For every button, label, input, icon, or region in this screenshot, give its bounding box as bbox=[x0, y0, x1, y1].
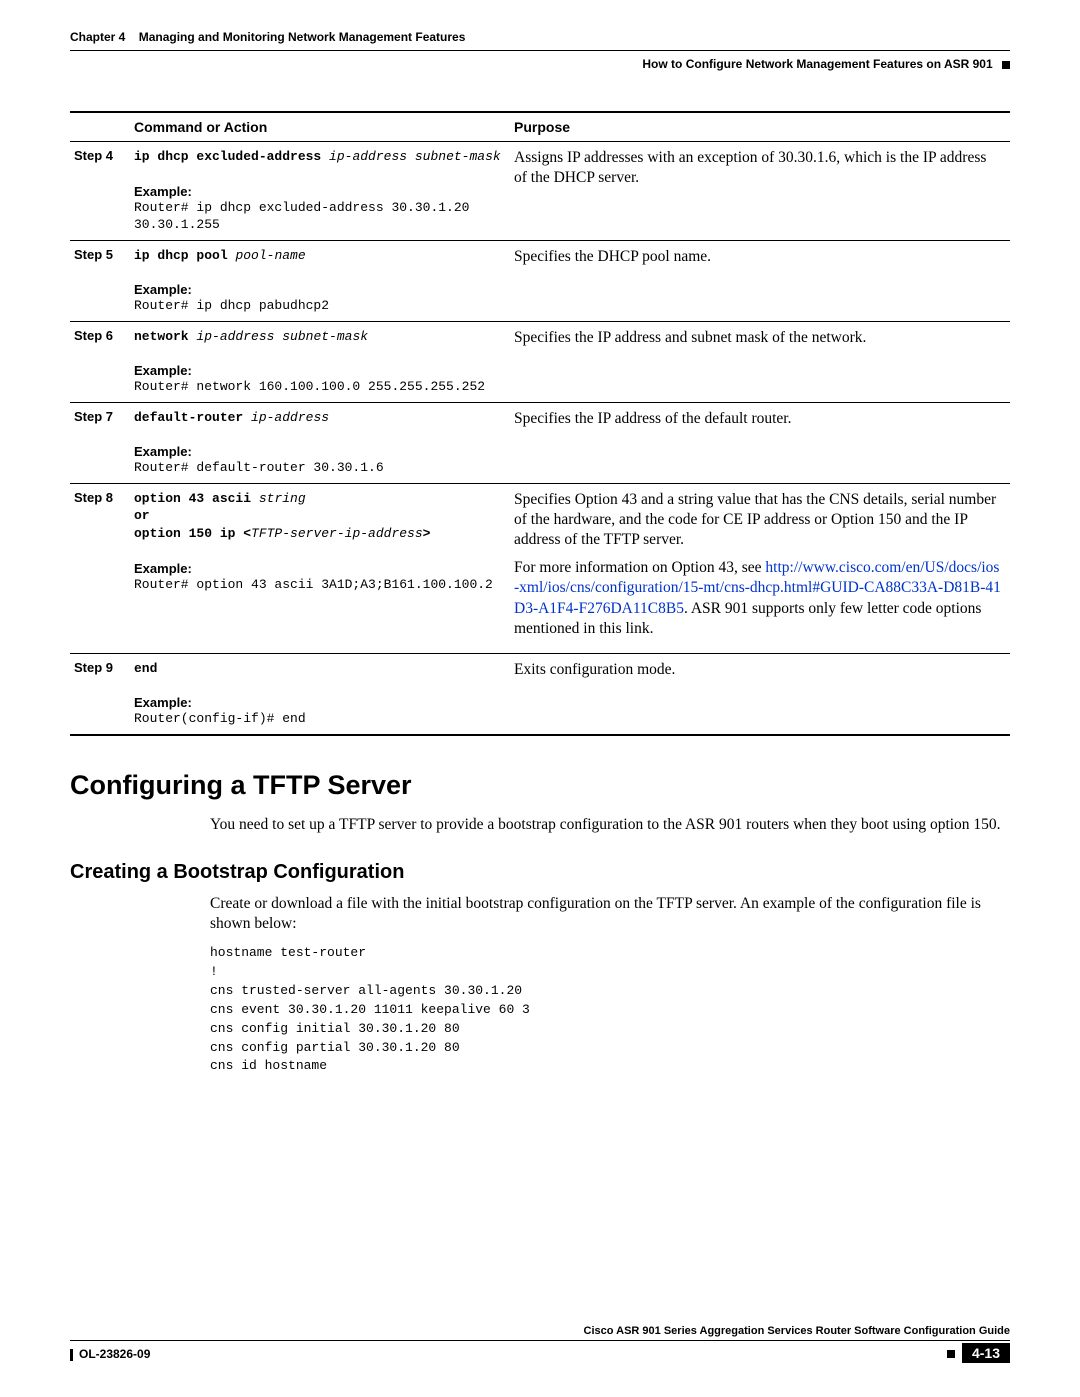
purpose-cell: Exits configuration mode. bbox=[510, 653, 1010, 735]
step-label: Step 8 bbox=[70, 483, 130, 653]
command-cell: network ip-address subnet-mask Example: … bbox=[130, 321, 510, 402]
table-row: Step 4 ip dhcp excluded-address ip-addre… bbox=[70, 142, 1010, 241]
example-label: Example: bbox=[134, 363, 502, 378]
cmd-keyword: end bbox=[134, 661, 157, 676]
command-syntax: option 43 ascii string or option 150 ip … bbox=[134, 490, 502, 543]
config-code-block: hostname test-router ! cns trusted-serve… bbox=[210, 944, 1010, 1076]
command-cell: option 43 ascii string or option 150 ip … bbox=[130, 483, 510, 653]
step-label: Step 9 bbox=[70, 653, 130, 735]
purpose-cell: Specifies the IP address of the default … bbox=[510, 402, 1010, 483]
col-purpose-header: Purpose bbox=[510, 112, 1010, 142]
cmd-keyword: default-router bbox=[134, 410, 243, 425]
chapter-title: Managing and Monitoring Network Manageme… bbox=[139, 30, 466, 44]
breadcrumb-text: How to Configure Network Management Feat… bbox=[642, 57, 992, 71]
example-text: Router# default-router 30.30.1.6 bbox=[134, 459, 502, 477]
command-syntax: end bbox=[134, 660, 502, 678]
table-row: Step 8 option 43 ascii string or option … bbox=[70, 483, 1010, 653]
step-label: Step 6 bbox=[70, 321, 130, 402]
table-row: Step 5 ip dhcp pool pool-name Example: R… bbox=[70, 240, 1010, 321]
cmd-keyword: option 43 ascii bbox=[134, 491, 251, 506]
table-row: Step 9 end Example: Router(config-if)# e… bbox=[70, 653, 1010, 735]
table-row: Step 7 default-router ip-address Example… bbox=[70, 402, 1010, 483]
example-text: Router# ip dhcp excluded-address 30.30.1… bbox=[134, 199, 502, 234]
example-text: Router# network 160.100.100.0 255.255.25… bbox=[134, 378, 502, 396]
section-breadcrumb: How to Configure Network Management Feat… bbox=[70, 57, 1010, 71]
example-label: Example: bbox=[134, 561, 502, 576]
section-heading-tftp: Configuring a TFTP Server bbox=[70, 770, 1010, 801]
cmd-keyword: option 150 ip < bbox=[134, 526, 251, 541]
footer-doc-id: OL-23826-09 bbox=[70, 1347, 150, 1361]
purpose-pre-link: For more information on Option 43, see bbox=[514, 559, 765, 576]
steps-table: Command or Action Purpose Step 4 ip dhcp… bbox=[70, 111, 1010, 736]
subsection-heading-bootstrap: Creating a Bootstrap Configuration bbox=[70, 861, 1010, 884]
purpose-para-1: Specifies Option 43 and a string value t… bbox=[514, 490, 1002, 550]
example-text: Router# ip dhcp pabudhcp2 bbox=[134, 297, 502, 315]
page-number: 4-13 bbox=[962, 1343, 1010, 1363]
step-label: Step 7 bbox=[70, 402, 130, 483]
purpose-cell: Specifies Option 43 and a string value t… bbox=[510, 483, 1010, 653]
example-label: Example: bbox=[134, 695, 502, 710]
chapter-number: Chapter 4 bbox=[70, 30, 125, 44]
page-footer: Cisco ASR 901 Series Aggregation Service… bbox=[70, 1325, 1010, 1363]
purpose-para-2: For more information on Option 43, see h… bbox=[514, 558, 1002, 639]
example-label: Example: bbox=[134, 184, 502, 199]
footer-book-title: Cisco ASR 901 Series Aggregation Service… bbox=[70, 1325, 1010, 1341]
command-cell: default-router ip-address Example: Route… bbox=[130, 402, 510, 483]
command-syntax: ip dhcp excluded-address ip-address subn… bbox=[134, 148, 502, 166]
purpose-cell: Specifies the IP address and subnet mask… bbox=[510, 321, 1010, 402]
header-rule bbox=[70, 50, 1010, 51]
command-syntax: network ip-address subnet-mask bbox=[134, 328, 502, 346]
cmd-or: or bbox=[134, 508, 150, 523]
section-paragraph: Create or download a file with the initi… bbox=[210, 894, 1010, 934]
command-cell: ip dhcp pool pool-name Example: Router# … bbox=[130, 240, 510, 321]
example-text: Router# option 43 ascii 3A1D;A3;B161.100… bbox=[134, 576, 502, 594]
col-command-header: Command or Action bbox=[130, 112, 510, 142]
command-syntax: ip dhcp pool pool-name bbox=[134, 247, 502, 265]
cmd-close: > bbox=[423, 526, 431, 541]
col-step-blank bbox=[70, 112, 130, 142]
example-text: Router(config-if)# end bbox=[134, 710, 502, 728]
cmd-arg: ip-address subnet-mask bbox=[329, 149, 501, 164]
step-label: Step 4 bbox=[70, 142, 130, 241]
cmd-arg: string bbox=[259, 491, 306, 506]
decor-square-icon bbox=[947, 1350, 955, 1358]
cmd-keyword: ip dhcp pool bbox=[134, 248, 228, 263]
purpose-cell: Specifies the DHCP pool name. bbox=[510, 240, 1010, 321]
cmd-arg: pool-name bbox=[235, 248, 305, 263]
chapter-line: Chapter 4 Managing and Monitoring Networ… bbox=[70, 30, 1010, 44]
section-paragraph: You need to set up a TFTP server to prov… bbox=[210, 815, 1010, 835]
decor-square-icon bbox=[1002, 61, 1010, 69]
command-cell: ip dhcp excluded-address ip-address subn… bbox=[130, 142, 510, 241]
purpose-cell: Assigns IP addresses with an exception o… bbox=[510, 142, 1010, 241]
table-row: Step 6 network ip-address subnet-mask Ex… bbox=[70, 321, 1010, 402]
cmd-keyword: ip dhcp excluded-address bbox=[134, 149, 321, 164]
example-label: Example: bbox=[134, 444, 502, 459]
command-syntax: default-router ip-address bbox=[134, 409, 502, 427]
step-label: Step 5 bbox=[70, 240, 130, 321]
example-label: Example: bbox=[134, 282, 502, 297]
page-header: Chapter 4 Managing and Monitoring Networ… bbox=[70, 30, 1010, 71]
cmd-arg: ip-address bbox=[251, 410, 329, 425]
cmd-arg: TFTP-server-ip-address bbox=[251, 526, 423, 541]
cmd-arg: ip-address subnet-mask bbox=[196, 329, 368, 344]
command-cell: end Example: Router(config-if)# end bbox=[130, 653, 510, 735]
cmd-keyword: network bbox=[134, 329, 189, 344]
